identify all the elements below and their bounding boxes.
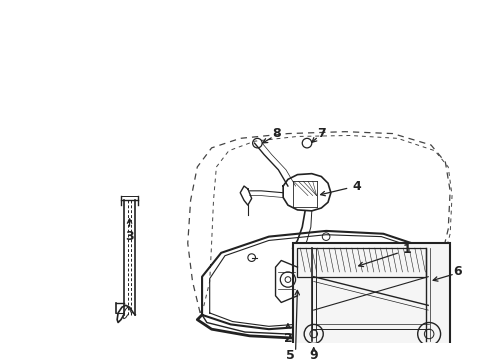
- Text: 5: 5: [287, 350, 295, 360]
- Text: 4: 4: [320, 180, 361, 196]
- Text: 2: 2: [284, 324, 293, 345]
- Text: 9: 9: [309, 350, 318, 360]
- Bar: [297, 248, 426, 277]
- Text: 7: 7: [317, 127, 326, 140]
- Bar: [293, 243, 450, 348]
- Text: 3: 3: [125, 230, 134, 243]
- Text: 8: 8: [272, 127, 281, 140]
- Text: 1: 1: [359, 243, 412, 267]
- Text: 6: 6: [453, 265, 462, 278]
